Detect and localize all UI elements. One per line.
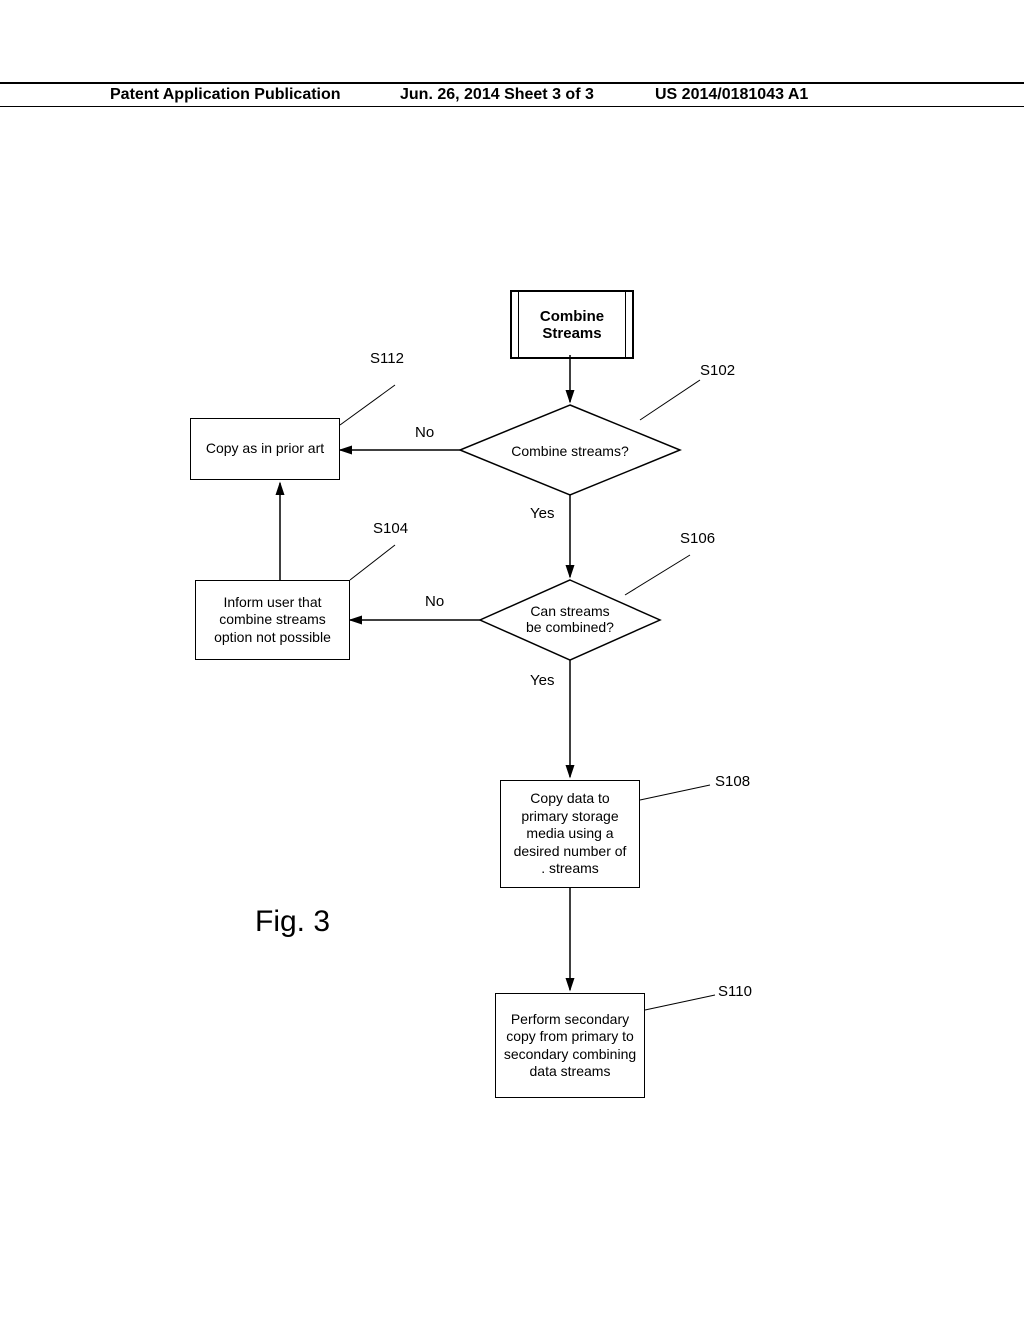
inform-box: Inform user that combine streams option … (195, 580, 350, 660)
prior-art-label: Copy as in prior art (206, 440, 324, 458)
s110-box: Perform secondary copy from primary to s… (495, 993, 645, 1098)
label-s110: S110 (718, 983, 752, 1000)
diamond-s106-label: Can streams be combined? (510, 603, 630, 635)
inform-label: Inform user that combine streams option … (214, 594, 331, 647)
prior-art-box: Copy as in prior art (190, 418, 340, 480)
start-box-label: Combine Streams (540, 308, 604, 342)
s108-box: Copy data to primary storage media using… (500, 780, 640, 888)
s110-label: Perform secondary copy from primary to s… (504, 1011, 636, 1081)
label-s104: S104 (373, 520, 408, 537)
label-s108: S108 (715, 773, 750, 790)
flowchart-svg (0, 0, 1024, 1320)
label-yes-1: Yes (530, 505, 554, 522)
label-s112: S112 (370, 350, 404, 367)
label-s106: S106 (680, 530, 715, 547)
label-no-2: No (425, 593, 444, 610)
label-s102: S102 (700, 362, 735, 379)
s108-label: Copy data to primary storage media using… (514, 790, 627, 878)
label-yes-2: Yes (530, 672, 554, 689)
start-box: Combine Streams (510, 290, 634, 359)
figure-label: Fig. 3 (255, 905, 330, 939)
page: Patent Application Publication Jun. 26, … (0, 0, 1024, 1320)
label-no-1: No (415, 424, 434, 441)
diamond-s102-label: Combine streams? (500, 443, 640, 459)
